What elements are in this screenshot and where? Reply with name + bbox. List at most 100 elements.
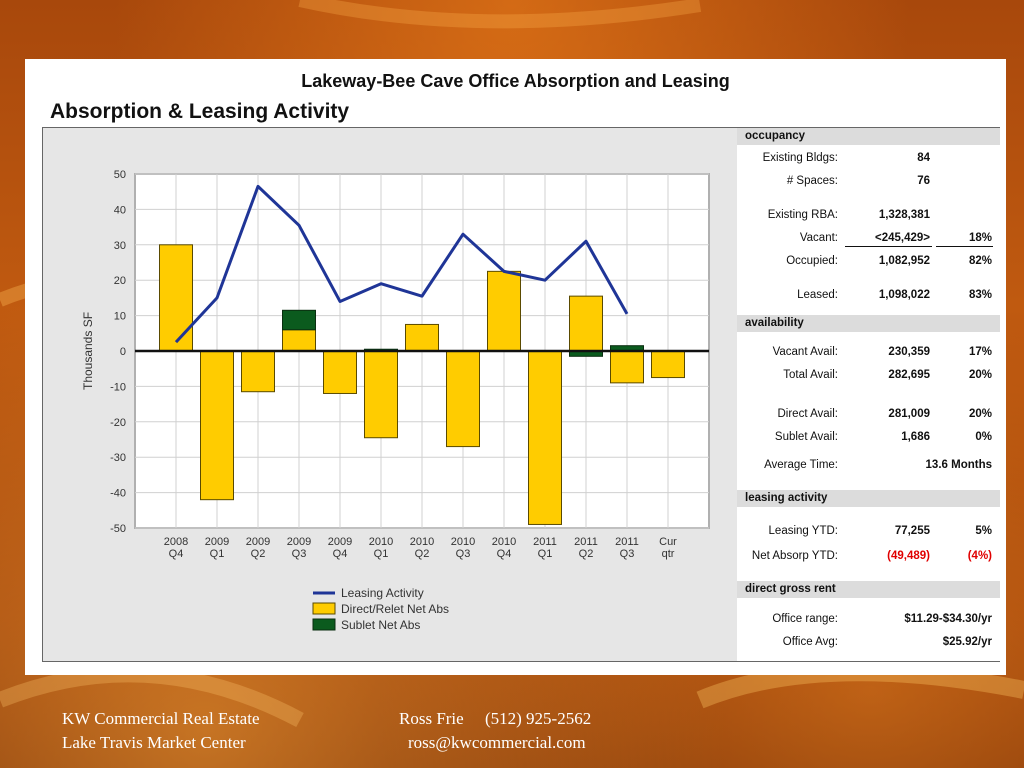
x-tick-label: Q2 [251, 548, 266, 560]
total-avail-label: Total Avail: [783, 369, 838, 381]
sublet-bar [282, 309, 316, 331]
footer-company: KW Commercial Real Estate [62, 709, 260, 728]
x-tick-label: 2010 [410, 536, 434, 548]
existing-bldgs-label: Existing Bldgs: [762, 152, 838, 164]
net-absorp-ytd-value: (49,489) [887, 550, 930, 562]
direct-bar [569, 295, 603, 352]
y-tick-label: 20 [114, 275, 126, 287]
office-avg-row: Office Avg: $25.92/yr [737, 634, 1000, 650]
y-tick-label: -30 [110, 452, 126, 464]
spaces-row: # Spaces: 76 [737, 173, 1000, 189]
leasing-ytd-row: Leasing YTD: 77,255 5% [737, 523, 1000, 539]
y-tick-label: -50 [110, 523, 126, 535]
existing-bldgs-value: 84 [917, 152, 930, 164]
x-tick-label: 2009 [287, 536, 311, 548]
vacant-avail-row: Vacant Avail: 230,359 17% [737, 344, 1000, 360]
legend-direct-label: Direct/Relet Net Abs [341, 602, 449, 616]
occupied-label: Occupied: [786, 255, 838, 267]
availability-header: availability [737, 315, 1000, 332]
direct-bar [159, 244, 193, 352]
y-tick-label: 30 [114, 240, 126, 252]
x-tick-label: 2010 [369, 536, 393, 548]
x-tick-label: Q3 [620, 548, 635, 560]
sublet-avail-row: Sublet Avail: 1,686 0% [737, 429, 1000, 445]
x-tick-label: qtr [662, 548, 675, 560]
x-tick-label: Q4 [497, 548, 512, 560]
legend-leasing-label: Leasing Activity [341, 586, 424, 600]
net-absorp-ytd-row: Net Absorp YTD: (49,489) (4%) [737, 548, 1000, 564]
office-range-label: Office range: [772, 613, 838, 625]
average-time-value: 13.6 Months [925, 459, 992, 471]
y-tick-label: 50 [114, 169, 126, 181]
vacant-avail-label: Vacant Avail: [772, 346, 838, 358]
direct-gross-rent-header: direct gross rent [737, 581, 1000, 598]
x-tick-label: Q3 [456, 548, 471, 560]
leased-pct: 83% [968, 289, 992, 301]
slide-title: Lakeway-Bee Cave Office Absorption and L… [301, 71, 730, 91]
y-tick-label: -10 [110, 381, 126, 393]
occupancy-header: occupancy [737, 128, 1000, 145]
x-tick-label: Q2 [415, 548, 430, 560]
x-tick-label: 2011 [574, 536, 598, 548]
sublet-avail-label: Sublet Avail: [774, 431, 838, 443]
direct-bar [282, 329, 316, 352]
x-tick-label: 2009 [246, 536, 270, 548]
x-tick-label: 2009 [205, 536, 229, 548]
spaces-value: 76 [917, 175, 930, 187]
legend-direct-swatch [312, 602, 336, 615]
average-time-row: Average Time: 13.6 Months [737, 457, 1000, 473]
existing-rba-label: Existing RBA: [767, 209, 838, 221]
direct-bar [200, 350, 234, 501]
net-absorp-ytd-pct: (4%) [967, 550, 992, 562]
vacant-underline [845, 246, 932, 247]
direct-bar [323, 350, 357, 394]
occupied-pct: 82% [968, 255, 992, 267]
direct-bar [487, 270, 521, 352]
x-tick-label: Q1 [210, 548, 225, 560]
direct-avail-value: 281,009 [888, 408, 930, 420]
sublet-avail-pct: 0% [975, 431, 992, 443]
footer-center: Lake Travis Market Center [62, 733, 246, 752]
x-tick-label: Q2 [579, 548, 594, 560]
x-tick-label: Q3 [292, 548, 307, 560]
direct-bar [241, 350, 275, 393]
existing-rba-value: 1,328,381 [878, 209, 930, 221]
y-tick-label: 10 [114, 311, 126, 323]
average-time-label: Average Time: [764, 459, 838, 471]
x-tick-label: 2011 [533, 536, 557, 548]
direct-avail-pct: 20% [968, 408, 992, 420]
leased-label: Leased: [797, 289, 838, 301]
office-avg-label: Office Avg: [782, 636, 838, 648]
existing-rba-row: Existing RBA: 1,328,381 [737, 207, 1000, 223]
occupied-value: 1,082,952 [878, 255, 930, 267]
x-tick-label: Q4 [169, 548, 184, 560]
direct-bar [364, 350, 398, 439]
y-tick-label: 40 [114, 204, 126, 216]
office-range-row: Office range: $11.29-$34.30/yr [737, 611, 1000, 627]
vacant-pct-underline [936, 246, 993, 247]
chart-panel: 50 40 30 20 10 0 -10 -20 -30 -40 -50 Thousands SF 20… [42, 127, 1000, 662]
footer-email[interactable]: ross@kwcommercial.com [408, 733, 586, 752]
sublet-avail-value: 1,686 [901, 431, 930, 443]
direct-bar [446, 350, 480, 448]
leasing-activity-line [174, 184, 629, 344]
office-avg-value: $25.92/yr [942, 636, 992, 648]
leasing-ytd-value: 77,255 [894, 525, 930, 537]
stats-table: occupancy Existing Bldgs: 84 # Spaces: 7… [737, 128, 1000, 661]
x-tick-label: 2010 [492, 536, 516, 548]
leasing-ytd-label: Leasing YTD: [768, 525, 838, 537]
total-avail-row: Total Avail: 282,695 20% [737, 367, 1000, 383]
x-tick-label: 2010 [451, 536, 475, 548]
section-title: Absorption & Leasing Activity [50, 100, 350, 123]
footer-contact-line: Ross Frie (512) 925-2562 [399, 709, 592, 728]
net-absorp-ytd-label: Net Absorp YTD: [751, 550, 838, 562]
legend-sublet-swatch [312, 618, 336, 631]
total-avail-pct: 20% [968, 369, 992, 381]
y-tick-label: -20 [110, 417, 126, 429]
vacant-avail-pct: 17% [968, 346, 992, 358]
direct-avail-label: Direct Avail: [777, 408, 838, 420]
y-tick-label: -40 [110, 488, 126, 500]
office-range-value: $11.29-$34.30/yr [904, 613, 992, 625]
x-tick-label: 2009 [328, 536, 352, 548]
